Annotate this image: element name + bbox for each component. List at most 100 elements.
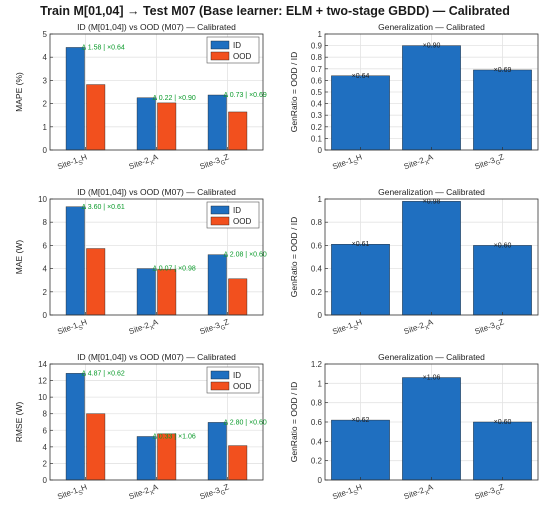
legend-label-id: ID [233,206,241,215]
y-tick-label: 4 [43,443,48,452]
bar-id-2 [136,268,156,316]
bar-id-3 [207,94,227,151]
y-tick-label: 0.2 [311,288,323,297]
chart-mae-generalization: 0 0.2 0.4 0.6 0.8 1 ×0.61 ×0.98 ×0.60 Site-1SH Sit… [289,187,539,339]
chart-rmse-id-vs-ood: 0 2 4 6 8 10 12 14 Δ 4.87 | ×0.62 Δ 0.33 | ×1.06 Δ… [14,352,267,504]
bar-ood-3 [228,111,248,151]
bar-id-2 [136,436,156,481]
x-tick-label: Site-2XA [403,317,436,339]
y-axis-label: GenRatio = OOD / ID [289,382,299,463]
panel-mae-id-vs-ood: 0 2 4 6 8 10 Δ 3.60 | ×0.61 Δ 0.07 | ×0.98 Δ 2.0… [0,185,275,350]
bar-value-label: ×1.06 [423,375,441,382]
x-tick-label: Site-1SH [56,152,89,174]
legend: ID OOD [206,201,260,229]
bar-value-label: ×0.60 [494,242,512,249]
x-tick-label: Site-3GZ [198,317,231,339]
legend-swatch-id [210,205,230,215]
bar-id-3 [207,422,227,481]
y-tick-label: 5 [43,30,48,39]
bar-annotation: Δ 2.08 | ×0.60 [224,252,267,259]
chart-title: ID (M[01,04]) vs OOD (M07) — Calibrated [77,187,236,197]
bar-annotation: Δ 1.58 | ×0.64 [82,44,125,51]
x-tick-label: Site-1SH [56,317,89,339]
y-tick-label: 0 [43,146,48,155]
bar-annotation: Δ 3.60 | ×0.61 [82,204,125,211]
y-tick-label: 0.9 [311,42,323,51]
bar-ood-1 [86,84,106,151]
bar-ood-1 [86,248,106,316]
chart-mape-id-vs-ood: 0 1 2 3 4 5 Δ 1.58 | ×0.64 Δ 0.22 | ×0.90 Δ 0.73… [14,22,267,174]
y-tick-label: 0.3 [311,111,323,120]
x-tick-label: Site-1SH [331,152,364,174]
panel-mape-generalization: 0 0.1 0.2 0.3 0.4 0.5 0.6 0.7 0.8 0.9 1 ×0.64 ×0.90 ×… [275,20,550,185]
chart-title: ID (M[01,04]) vs OOD (M07) — Calibrated [77,22,236,32]
y-tick-label: 2 [43,459,48,468]
y-tick-label: 6 [43,241,48,250]
bar-ood-3 [228,278,248,316]
y-tick-label: 1 [318,30,323,39]
bar-id-3 [207,254,227,316]
bar-genratio-3 [473,245,532,316]
bar-id-1 [65,47,85,151]
bar-value-label: ×0.64 [352,73,370,80]
y-tick-label: 0 [318,311,323,320]
chart-title: Generalization — Calibrated [378,22,485,32]
bar-ood-2 [157,269,177,316]
bar-genratio-2 [402,201,461,316]
y-tick-label: 0.5 [311,88,323,97]
y-tick-label: 0 [43,311,48,320]
bar-genratio-3 [473,69,532,151]
y-axis-label: RMSE (W) [14,402,24,443]
legend-label-id: ID [233,371,241,380]
legend-swatch-id [210,370,230,380]
y-tick-label: 1.2 [311,360,323,369]
bar-id-1 [65,373,85,481]
y-tick-label: 0.7 [311,65,323,74]
bar-genratio-1 [331,419,390,481]
x-tick-label: Site-1SH [56,482,89,504]
y-tick-label: 10 [38,195,47,204]
legend-label-id: ID [233,41,241,50]
chart-title: Generalization — Calibrated [378,352,485,362]
y-tick-label: 4 [43,53,48,62]
chart-title: Generalization — Calibrated [378,187,485,197]
bar-genratio-2 [402,377,461,481]
y-tick-label: 0.4 [311,437,323,446]
x-tick-label: Site-1SH [331,482,364,504]
legend-label-ood: OOD [233,52,251,61]
y-tick-label: 10 [38,393,47,402]
y-tick-label: 0.8 [311,399,323,408]
panel-mape-id-vs-ood: 0 1 2 3 4 5 Δ 1.58 | ×0.64 Δ 0.22 | ×0.90 Δ 0.73… [0,20,275,185]
y-axis-label: MAE (W) [14,240,24,275]
x-tick-label: Site-2XA [403,482,436,504]
y-tick-label: 0.8 [311,53,323,62]
bar-genratio-1 [331,244,390,316]
bar-ood-3 [228,445,248,481]
legend-label-ood: OOD [233,382,251,391]
bar-annotation: Δ 2.80 | ×0.60 [224,419,267,426]
y-tick-label: 2 [43,100,48,109]
panel-mae-generalization: 0 0.2 0.4 0.6 0.8 1 ×0.61 ×0.98 ×0.60 Site-1SH Sit… [275,185,550,350]
y-tick-label: 0 [318,476,323,485]
chart-mape-generalization: 0 0.1 0.2 0.3 0.4 0.5 0.6 0.7 0.8 0.9 1 ×0.64 ×0.90 ×… [289,22,539,174]
chart-mae-id-vs-ood: 0 2 4 6 8 10 Δ 3.60 | ×0.61 Δ 0.07 | ×0.98 Δ 2.0… [14,187,267,339]
y-tick-label: 14 [38,360,47,369]
x-tick-label: Site-3GZ [198,482,231,504]
bar-annotation: Δ 0.22 | ×0.90 [153,95,196,102]
bar-value-label: ×0.69 [494,67,512,74]
legend-swatch-id [210,40,230,50]
bar-genratio-2 [402,45,461,151]
y-tick-label: 1 [43,123,48,132]
legend: ID OOD [206,36,260,64]
x-tick-label: Site-1SH [331,317,364,339]
bar-ood-1 [86,413,106,481]
y-tick-label: 0.2 [311,457,323,466]
y-tick-label: 6 [43,426,48,435]
bar-genratio-3 [473,421,532,481]
y-tick-label: 0.6 [311,418,323,427]
bar-annotation: Δ 0.33 | ×1.06 [153,434,196,441]
bar-annotation: Δ 4.87 | ×0.62 [82,370,125,377]
legend-label-ood: OOD [233,217,251,226]
x-tick-label: Site-2XA [128,152,161,174]
y-axis-label: GenRatio = OOD / ID [289,52,299,133]
